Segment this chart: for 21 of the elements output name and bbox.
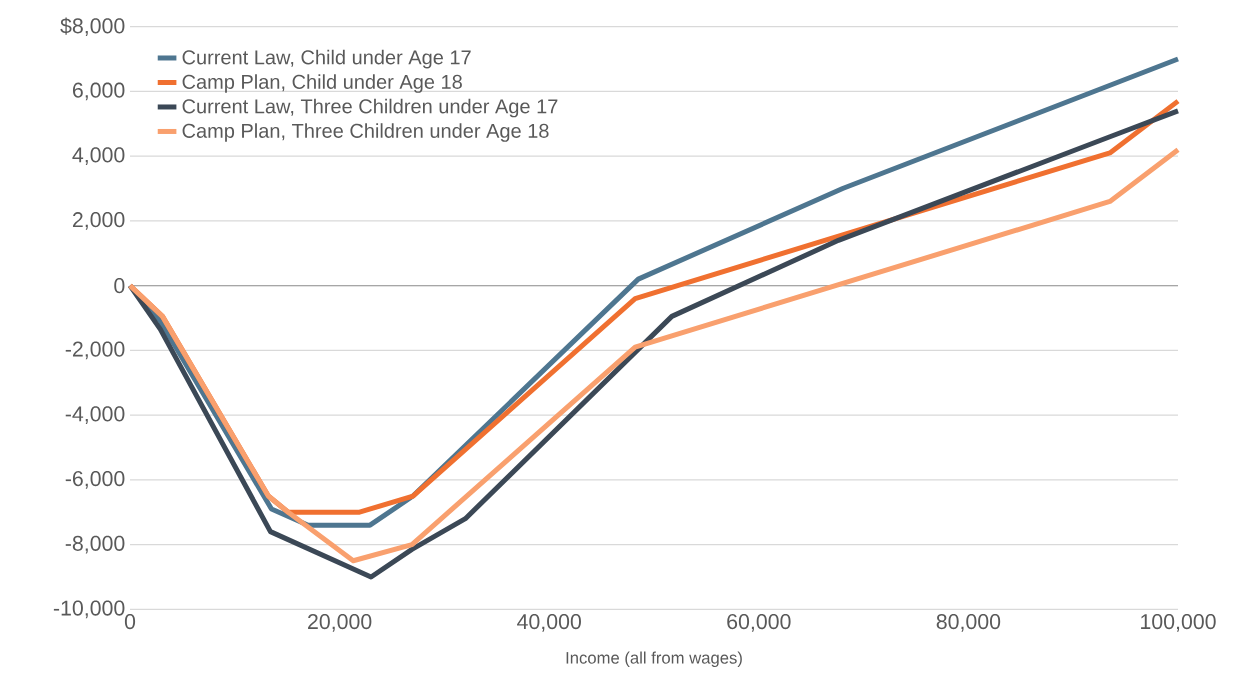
y-tick-label: -2,000 — [65, 341, 125, 360]
y-tick-label: -6,000 — [65, 471, 125, 489]
x-tick-label: 60,000 — [727, 614, 791, 632]
x-axis-title: Income (all from wages) — [566, 651, 742, 668]
legend-label: Camp Plan, Three Children under Age 18 — [182, 123, 549, 142]
x-tick-label: 100,000 — [1141, 614, 1216, 632]
y-tick-label: 0 — [114, 278, 125, 294]
y-tick-label: $8,000 — [60, 17, 125, 36]
legend-label: Current Law, Child under Age 17 — [182, 49, 471, 69]
x-tick-label: 20,000 — [308, 614, 372, 632]
x-tick-label: 80,000 — [936, 614, 1001, 632]
legend-label: Current Law, Three Children under Age 17 — [182, 98, 558, 118]
y-tick-label: 2,000 — [72, 212, 125, 230]
y-tick-label: 6,000 — [72, 82, 125, 101]
y-tick-label: 4,000 — [72, 147, 125, 165]
x-tick-label: 0 — [124, 614, 136, 630]
x-tick-label: 40,000 — [517, 614, 581, 632]
y-tick-label: -8,000 — [65, 535, 125, 554]
legend-label: Camp Plan, Child under Age 18 — [182, 74, 462, 93]
y-tick-label: -4,000 — [65, 406, 125, 424]
y-tick-label: -10,000 — [53, 600, 125, 619]
